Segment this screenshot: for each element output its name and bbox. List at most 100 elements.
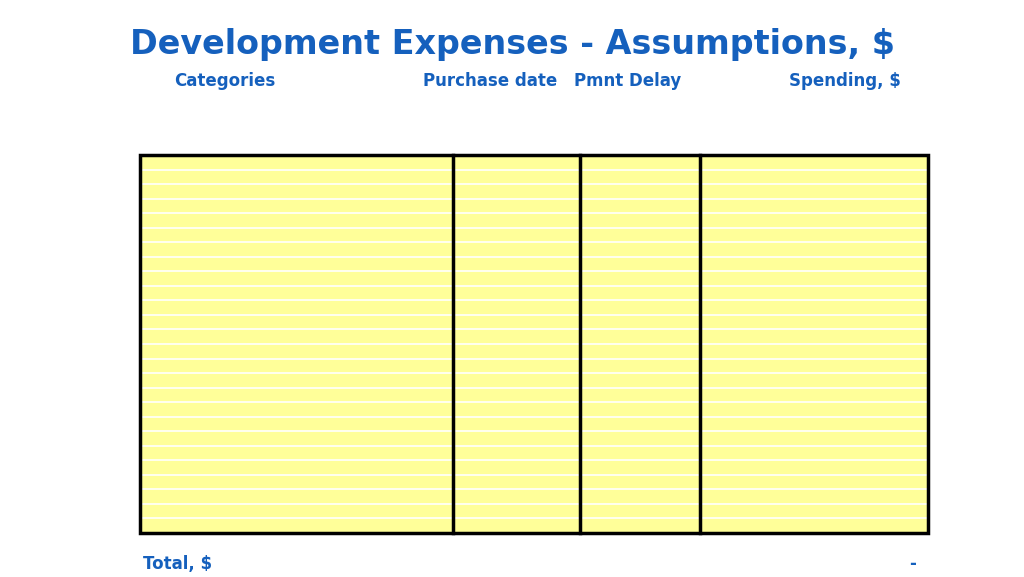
Bar	[580, 242, 700, 257]
Bar	[453, 257, 580, 271]
Bar	[580, 417, 700, 431]
Bar	[140, 155, 928, 533]
Bar	[140, 475, 453, 489]
Bar	[453, 358, 580, 373]
Text: Total, $: Total, $	[143, 555, 212, 573]
Bar	[140, 489, 453, 504]
Bar	[700, 286, 928, 301]
Bar	[580, 315, 700, 329]
Bar	[140, 213, 453, 228]
Text: Spending, $: Spending, $	[790, 72, 901, 90]
Bar	[453, 184, 580, 198]
Bar	[580, 228, 700, 242]
Bar	[700, 257, 928, 271]
Bar	[580, 155, 700, 170]
Bar	[580, 170, 700, 184]
Bar	[453, 504, 580, 519]
Bar	[453, 519, 580, 533]
Bar	[140, 170, 453, 184]
Bar	[453, 329, 580, 344]
Bar	[700, 213, 928, 228]
Bar	[580, 184, 700, 198]
Bar	[140, 431, 453, 446]
Bar	[453, 198, 580, 213]
Bar	[453, 213, 580, 228]
Bar	[453, 388, 580, 402]
Bar	[700, 358, 928, 373]
Bar	[580, 344, 700, 358]
Bar	[700, 271, 928, 286]
Bar	[140, 519, 453, 533]
Bar	[140, 504, 453, 519]
Bar	[580, 301, 700, 315]
Bar	[700, 155, 928, 170]
Bar	[580, 402, 700, 417]
Bar	[453, 286, 580, 301]
Bar	[140, 388, 453, 402]
Bar	[700, 446, 928, 460]
Bar	[700, 489, 928, 504]
Bar	[700, 198, 928, 213]
Bar	[700, 373, 928, 388]
Bar	[140, 184, 453, 198]
Bar	[140, 373, 453, 388]
Bar	[140, 155, 453, 170]
Bar	[453, 460, 580, 475]
Bar	[700, 417, 928, 431]
Bar	[580, 329, 700, 344]
Bar	[140, 286, 453, 301]
Bar	[453, 170, 580, 184]
Bar	[700, 329, 928, 344]
Bar	[140, 460, 453, 475]
Text: Development Expenses - Assumptions, $: Development Expenses - Assumptions, $	[129, 28, 895, 61]
Bar	[580, 358, 700, 373]
Text: Categories: Categories	[174, 72, 275, 90]
Bar	[580, 475, 700, 489]
Bar	[453, 373, 580, 388]
Bar	[140, 198, 453, 213]
Bar	[700, 242, 928, 257]
Bar	[453, 228, 580, 242]
Bar	[580, 271, 700, 286]
Bar	[140, 257, 453, 271]
Bar	[453, 242, 580, 257]
Bar	[453, 271, 580, 286]
Bar	[580, 489, 700, 504]
Bar	[700, 228, 928, 242]
Bar	[580, 519, 700, 533]
Bar	[700, 460, 928, 475]
Bar	[140, 329, 453, 344]
Bar	[580, 460, 700, 475]
Bar	[453, 315, 580, 329]
Bar	[580, 373, 700, 388]
Bar	[700, 475, 928, 489]
Bar	[580, 198, 700, 213]
Bar	[453, 301, 580, 315]
Bar	[580, 286, 700, 301]
Bar	[140, 402, 453, 417]
Bar	[453, 155, 580, 170]
Bar	[453, 475, 580, 489]
Bar	[700, 315, 928, 329]
Bar	[580, 446, 700, 460]
Bar	[580, 504, 700, 519]
Bar	[453, 402, 580, 417]
Bar	[453, 489, 580, 504]
Bar	[700, 170, 928, 184]
Bar	[700, 301, 928, 315]
Bar	[700, 431, 928, 446]
Bar	[700, 504, 928, 519]
Bar	[580, 388, 700, 402]
Bar	[140, 242, 453, 257]
Bar	[453, 417, 580, 431]
Bar	[700, 519, 928, 533]
Bar	[140, 344, 453, 358]
Bar	[453, 446, 580, 460]
Bar	[700, 344, 928, 358]
Bar	[580, 213, 700, 228]
Bar	[140, 228, 453, 242]
Bar	[453, 431, 580, 446]
Bar	[140, 417, 453, 431]
Bar	[140, 446, 453, 460]
Bar	[140, 358, 453, 373]
